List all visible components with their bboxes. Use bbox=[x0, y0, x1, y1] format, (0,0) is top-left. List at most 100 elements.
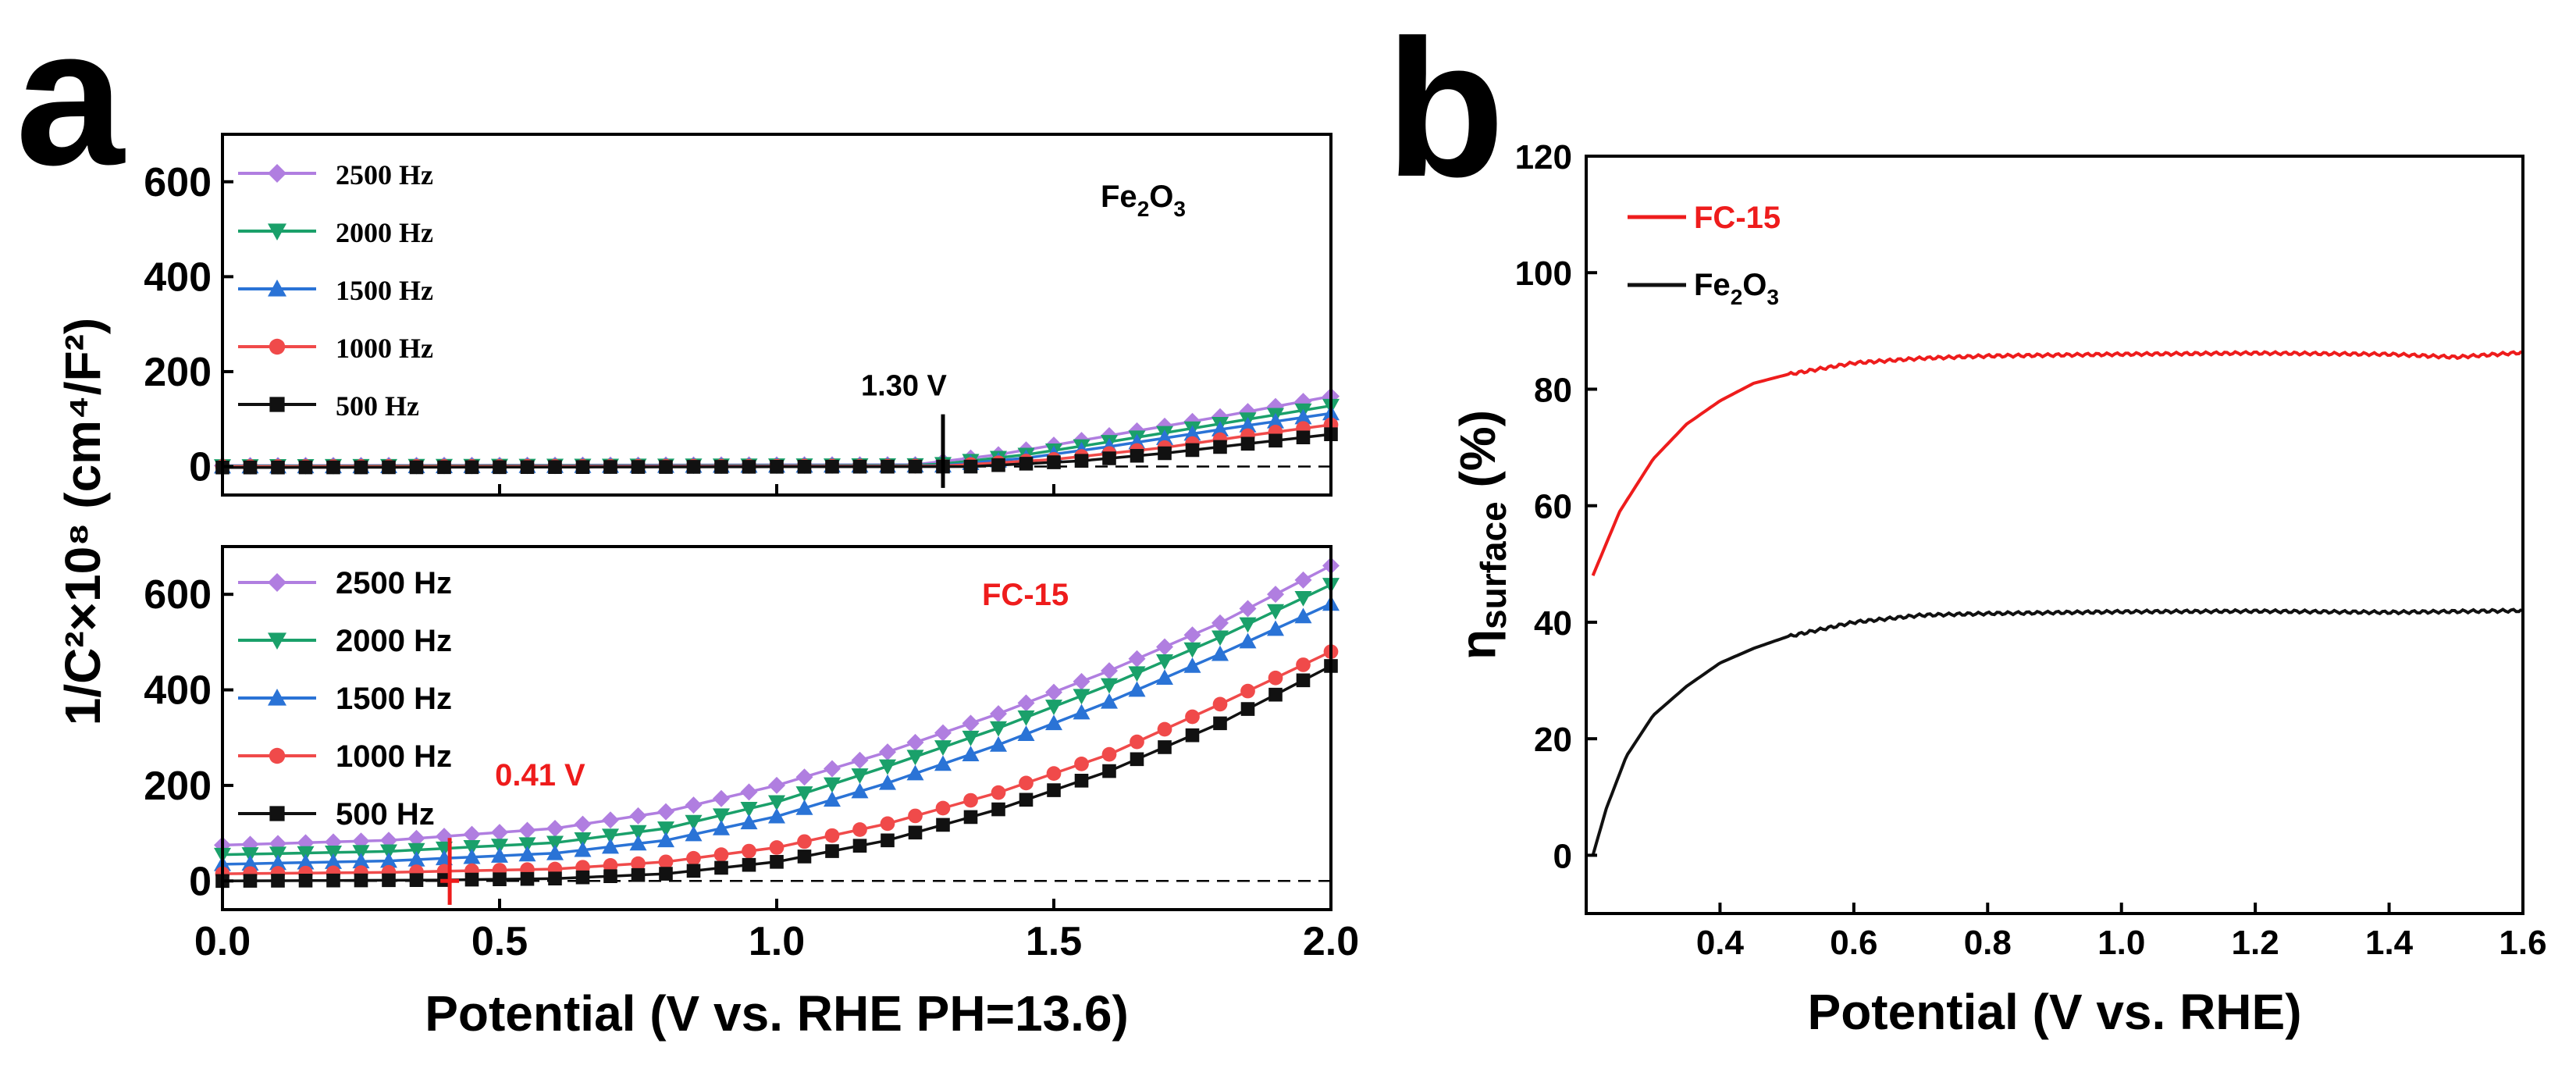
marker-2000hz bbox=[962, 730, 980, 746]
marker-500hz bbox=[631, 867, 646, 882]
marker-2000hz bbox=[1101, 678, 1118, 694]
marker-500hz bbox=[963, 459, 978, 474]
marker-500hz bbox=[714, 860, 728, 875]
legend-label: 2500 Hz bbox=[336, 159, 433, 191]
marker-1000hz bbox=[935, 800, 951, 816]
marker-500hz bbox=[603, 460, 617, 474]
marker-500hz bbox=[493, 460, 507, 475]
marker-2500hz bbox=[685, 796, 703, 814]
y-tick-label: 400 bbox=[144, 255, 212, 300]
marker-500hz bbox=[714, 460, 728, 474]
marker-2000hz bbox=[1212, 630, 1229, 646]
marker-1500hz bbox=[879, 774, 896, 790]
marker-1500hz bbox=[1101, 693, 1118, 709]
x-tick-label: 1.0 bbox=[2097, 924, 2145, 962]
marker-500hz bbox=[243, 460, 258, 475]
marker-2500hz bbox=[463, 825, 481, 843]
y-tick-label: 0 bbox=[1553, 837, 1572, 875]
y-tick-label: 200 bbox=[144, 350, 212, 395]
legend-label: 2000 Hz bbox=[336, 624, 452, 658]
y-tick-label: 600 bbox=[144, 572, 212, 618]
marker-500hz bbox=[1102, 764, 1116, 778]
y-tick-label: 600 bbox=[144, 160, 212, 205]
marker-1500hz bbox=[297, 853, 315, 870]
x-tick-label: 0.6 bbox=[1830, 924, 1877, 962]
y-tick-label: 80 bbox=[1534, 371, 1572, 409]
marker-1000hz bbox=[1046, 766, 1062, 781]
panel-label-a: a bbox=[16, 0, 126, 205]
a-bottom-frame bbox=[221, 545, 1332, 911]
marker-500hz bbox=[659, 460, 673, 474]
marker-1500hz bbox=[906, 764, 924, 781]
marker-2500hz bbox=[657, 803, 674, 821]
marker-1500hz bbox=[1267, 412, 1284, 429]
y-tick-label: 0 bbox=[189, 445, 212, 490]
marker-1500hz bbox=[407, 850, 425, 867]
marker-2500hz bbox=[1267, 586, 1284, 604]
series-line-fc-15 bbox=[1591, 350, 2523, 576]
y-tick-label: 20 bbox=[1534, 721, 1572, 759]
marker-2500hz bbox=[740, 783, 758, 801]
marker-2000hz bbox=[380, 844, 397, 860]
marker-2000hz bbox=[546, 835, 564, 852]
a-bottom-y-ticks: 0 200 400 600 bbox=[144, 572, 233, 904]
legend-label: 1000 Hz bbox=[336, 739, 452, 774]
marker-1500hz bbox=[325, 853, 342, 869]
marker-500hz bbox=[298, 874, 313, 888]
marker-500hz bbox=[382, 460, 396, 475]
marker-2500hz bbox=[824, 760, 841, 778]
marker-1000hz bbox=[908, 808, 923, 824]
marker-500hz bbox=[382, 873, 396, 888]
marker-1000hz bbox=[824, 828, 840, 843]
marker-500hz bbox=[603, 869, 617, 883]
marker-1000hz bbox=[1240, 683, 1255, 699]
marker-1500hz bbox=[962, 746, 980, 761]
y-tick-label: 200 bbox=[144, 764, 212, 809]
marker-500hz bbox=[908, 825, 923, 840]
legend-marker bbox=[269, 397, 285, 412]
marker-2500hz bbox=[1294, 571, 1312, 589]
marker-2500hz bbox=[851, 751, 869, 769]
marker-2500hz bbox=[713, 789, 730, 807]
marker-500hz bbox=[881, 833, 895, 848]
marker-2000hz bbox=[795, 786, 813, 802]
a-bottom-x-ticks: 0.0 0.5 1.0 1.5 2.0 bbox=[194, 899, 1359, 964]
marker-1500hz bbox=[1294, 607, 1312, 624]
marker-2000hz bbox=[740, 801, 758, 817]
legend-marker bbox=[268, 632, 286, 650]
marker-2500hz bbox=[1101, 662, 1118, 680]
marker-1500hz bbox=[380, 852, 397, 868]
marker-1500hz bbox=[629, 835, 647, 851]
marker-1500hz bbox=[518, 846, 536, 862]
marker-2500hz bbox=[962, 714, 980, 732]
b-y-axis-label: ηsurface (%) bbox=[1450, 410, 1514, 660]
marker-2000hz bbox=[685, 814, 703, 831]
marker-2500hz bbox=[1183, 626, 1201, 644]
legend-marker bbox=[269, 338, 286, 355]
legend-marker bbox=[268, 689, 286, 706]
marker-2500hz bbox=[518, 821, 536, 839]
marker-1000hz bbox=[1268, 670, 1283, 686]
marker-2500hz bbox=[574, 815, 592, 833]
marker-2000hz bbox=[325, 845, 342, 861]
marker-1500hz bbox=[824, 791, 841, 807]
marker-1000hz bbox=[1296, 657, 1311, 672]
marker-500hz bbox=[520, 460, 535, 475]
marker-500hz bbox=[852, 839, 867, 853]
legend-marker bbox=[268, 280, 286, 297]
marker-1500hz bbox=[795, 799, 813, 815]
legend-label: 2500 Hz bbox=[336, 566, 452, 600]
marker-1000hz bbox=[769, 840, 785, 855]
marker-2500hz bbox=[1017, 694, 1035, 712]
b-series-group bbox=[1591, 350, 2523, 856]
marker-500hz bbox=[797, 850, 812, 864]
marker-500hz bbox=[991, 458, 1005, 472]
marker-2500hz bbox=[546, 819, 564, 837]
x-tick-label: 0.4 bbox=[1696, 924, 1745, 962]
marker-2500hz bbox=[934, 724, 952, 742]
y-tick-label: 60 bbox=[1534, 488, 1572, 526]
marker-1500hz bbox=[1073, 703, 1091, 720]
marker-2000hz bbox=[1156, 654, 1173, 670]
marker-2000hz bbox=[824, 777, 841, 793]
marker-1500hz bbox=[1128, 681, 1146, 697]
